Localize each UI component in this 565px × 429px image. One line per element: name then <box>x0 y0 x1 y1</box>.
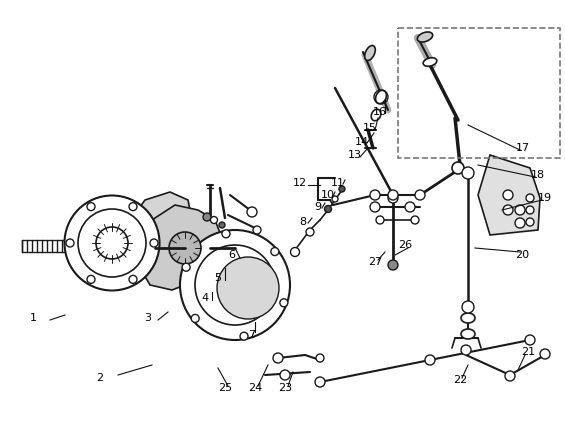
Circle shape <box>66 239 74 247</box>
Circle shape <box>280 299 288 307</box>
Circle shape <box>222 230 230 238</box>
Circle shape <box>129 275 137 284</box>
Circle shape <box>253 226 261 234</box>
Ellipse shape <box>364 45 375 60</box>
Circle shape <box>405 202 415 212</box>
Circle shape <box>332 196 338 202</box>
Polygon shape <box>478 155 540 235</box>
Circle shape <box>388 260 398 270</box>
Ellipse shape <box>423 58 437 66</box>
Ellipse shape <box>461 313 475 323</box>
Circle shape <box>219 222 225 228</box>
Circle shape <box>315 377 325 387</box>
Circle shape <box>526 194 534 202</box>
Circle shape <box>388 193 398 203</box>
Ellipse shape <box>418 32 433 42</box>
Text: 10: 10 <box>321 190 335 200</box>
Circle shape <box>290 248 299 257</box>
Circle shape <box>87 275 95 284</box>
Text: 20: 20 <box>515 250 529 260</box>
Circle shape <box>526 206 534 214</box>
Circle shape <box>316 354 324 362</box>
Circle shape <box>324 205 332 212</box>
Circle shape <box>452 162 464 174</box>
Circle shape <box>411 216 419 224</box>
Circle shape <box>191 314 199 323</box>
Circle shape <box>376 216 384 224</box>
Circle shape <box>280 370 290 380</box>
Text: 2: 2 <box>97 373 103 383</box>
Text: 18: 18 <box>531 170 545 180</box>
Text: 22: 22 <box>453 375 467 385</box>
Text: 4: 4 <box>202 293 208 303</box>
Circle shape <box>503 190 513 200</box>
Circle shape <box>87 202 95 211</box>
Circle shape <box>182 263 190 271</box>
Circle shape <box>247 207 257 217</box>
Text: 12: 12 <box>293 178 307 188</box>
Polygon shape <box>136 205 222 290</box>
Text: 17: 17 <box>516 143 530 153</box>
Text: 11: 11 <box>331 178 345 188</box>
Text: 7: 7 <box>249 330 255 340</box>
Circle shape <box>526 218 534 226</box>
Circle shape <box>240 332 248 340</box>
Circle shape <box>515 205 525 215</box>
Circle shape <box>461 345 471 355</box>
Ellipse shape <box>78 209 146 277</box>
Text: 15: 15 <box>363 123 377 133</box>
Text: 27: 27 <box>368 257 382 267</box>
Circle shape <box>211 217 218 224</box>
Circle shape <box>462 301 474 313</box>
Text: 8: 8 <box>299 217 307 227</box>
Ellipse shape <box>180 230 290 340</box>
Text: 1: 1 <box>29 313 37 323</box>
Circle shape <box>462 167 474 179</box>
Ellipse shape <box>371 109 381 121</box>
Circle shape <box>370 190 380 200</box>
Text: 16: 16 <box>373 107 387 117</box>
Circle shape <box>425 355 435 365</box>
Text: 23: 23 <box>278 383 292 393</box>
Circle shape <box>505 371 515 381</box>
Circle shape <box>339 186 345 192</box>
Text: 14: 14 <box>355 137 369 147</box>
Circle shape <box>306 228 314 236</box>
Ellipse shape <box>217 257 279 319</box>
Text: 9: 9 <box>315 202 321 212</box>
Circle shape <box>370 202 380 212</box>
Circle shape <box>203 213 211 221</box>
Circle shape <box>503 205 513 215</box>
Text: 21: 21 <box>521 347 535 357</box>
Text: 3: 3 <box>145 313 151 323</box>
Ellipse shape <box>96 227 128 259</box>
Ellipse shape <box>376 91 386 104</box>
Ellipse shape <box>64 196 159 290</box>
Polygon shape <box>128 192 192 278</box>
Circle shape <box>415 190 425 200</box>
Circle shape <box>525 335 535 345</box>
Circle shape <box>150 239 158 247</box>
Circle shape <box>515 218 525 228</box>
Circle shape <box>388 190 398 200</box>
Text: 5: 5 <box>215 273 221 283</box>
Text: 6: 6 <box>228 250 236 260</box>
Circle shape <box>271 248 279 256</box>
Text: 13: 13 <box>348 150 362 160</box>
Text: 26: 26 <box>398 240 412 250</box>
Text: 19: 19 <box>538 193 552 203</box>
Ellipse shape <box>195 245 275 325</box>
Ellipse shape <box>461 329 475 339</box>
Text: 24: 24 <box>248 383 262 393</box>
Circle shape <box>129 202 137 211</box>
Circle shape <box>540 349 550 359</box>
Ellipse shape <box>169 232 201 264</box>
Text: 25: 25 <box>218 383 232 393</box>
Circle shape <box>273 353 283 363</box>
